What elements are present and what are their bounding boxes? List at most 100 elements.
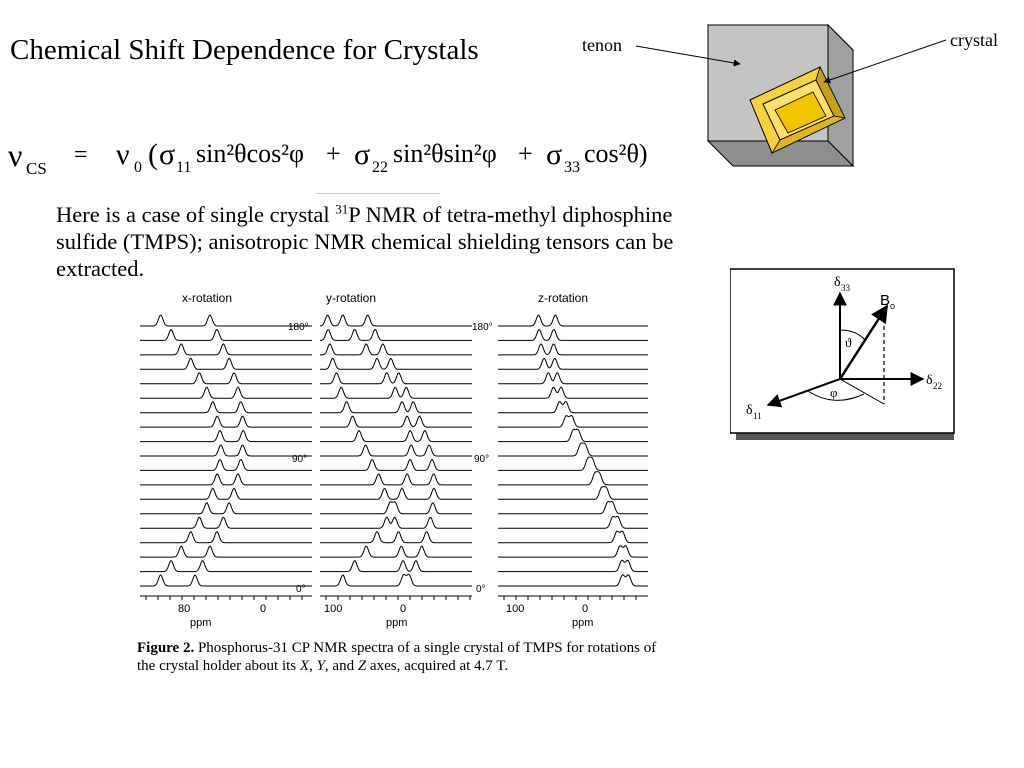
phi-arc: [807, 390, 865, 401]
spectrum-trace: [320, 328, 472, 341]
term1-trig: sin²θcos²φ: [196, 139, 304, 168]
b0-subscript: o: [890, 301, 895, 311]
spectrum-trace: [320, 573, 472, 587]
caption-axis-z: Z: [357, 658, 367, 674]
spectrum-trace: [140, 386, 312, 399]
open-paren: (: [148, 138, 158, 171]
spectrum-trace: [320, 473, 472, 486]
spectrum-trace: [498, 328, 648, 341]
chemical-shift-equation: ν CS = ν 0 ( σ 11 sin²θcos²φ + σ 22 sin²…: [8, 137, 648, 178]
panel-title: z-rotation: [538, 291, 588, 305]
tick-label: 100: [506, 603, 524, 615]
axis-label: ppm: [190, 617, 211, 629]
projection-base: [839, 378, 885, 405]
divider-line: [316, 193, 440, 194]
spectrum-trace: [140, 415, 312, 428]
spectrum-trace: [320, 444, 472, 457]
spectrum-trace: [140, 314, 312, 327]
spectrum-trace: [320, 372, 472, 385]
trace-group: [319, 314, 472, 587]
tick-marks: [145, 596, 303, 600]
spectrum-trace: [498, 500, 648, 515]
spectrum-trace: [320, 516, 472, 529]
spectrum-trace: [140, 429, 312, 443]
spectrum-trace: [498, 545, 648, 558]
spectrum-trace: [498, 530, 648, 544]
term2-trig: sin²θsin²φ: [393, 139, 497, 168]
delta11-label: δ: [746, 403, 753, 418]
spectrum-trace: [498, 357, 648, 370]
spectrum-trace: [498, 428, 648, 443]
equals-sign: =: [74, 142, 88, 168]
axis-label: ppm: [572, 617, 593, 629]
sigma11-symbol: σ: [159, 138, 175, 171]
trace-group: [498, 314, 648, 587]
spectrum-trace: [320, 429, 472, 443]
slide-title: Chemical Shift Dependence for Crystals: [10, 34, 479, 66]
plus-sign-2: +: [518, 139, 533, 168]
spectrum-trace: [140, 328, 312, 341]
tick-label: 0: [260, 603, 266, 615]
spectrum-trace: [498, 456, 648, 471]
theta-arc: [839, 329, 866, 341]
spectrum-trace: [320, 559, 472, 573]
plus-sign-1: +: [326, 139, 341, 168]
spectrum-trace: [140, 357, 312, 370]
spectrum-trace: [498, 372, 648, 385]
angle-label: 0°: [296, 584, 306, 595]
spectrum-trace: [140, 473, 312, 486]
description-part1: Here is a case of single crystal: [56, 202, 336, 227]
caption-label: Figure 2.: [137, 640, 195, 656]
crystal-tenon-diagram: tenon crystal: [582, 23, 998, 168]
spectrum-trace: [140, 401, 312, 414]
sigma22-subscript: 22: [372, 159, 388, 176]
theta-label: ϑ: [845, 335, 852, 350]
phi-label: φ: [830, 385, 838, 400]
spectrum-trace: [498, 314, 648, 327]
spectrum-trace: [320, 400, 472, 414]
crystal-label: crystal: [950, 30, 998, 50]
angle-label: 180°: [472, 322, 493, 333]
sigma22-symbol: σ: [354, 138, 370, 171]
spectrum-trace: [140, 559, 312, 573]
spectrum-trace: [140, 574, 312, 587]
spectrum-trace: [498, 574, 648, 587]
tick-marks: [325, 596, 471, 600]
spectrum-trace: [140, 545, 312, 558]
nu-cs-subscript: CS: [26, 159, 47, 178]
spectrum-trace: [498, 471, 648, 486]
spectrum-trace: [320, 458, 472, 471]
caption-axis-x: X: [299, 658, 310, 674]
spectrum-trace: [498, 414, 648, 428]
spectrum-trace: [320, 501, 472, 515]
spectrum-trace: [140, 502, 312, 515]
delta33-subscript: 33: [841, 283, 851, 293]
angle-label: 90°: [292, 454, 307, 465]
spectrum-trace: [498, 515, 648, 529]
sigma33-subscript: 33: [564, 159, 580, 176]
delta11-axis: [766, 378, 841, 408]
spectrum-trace: [140, 372, 312, 385]
tick-label: 0: [582, 603, 588, 615]
axis-label: ppm: [386, 617, 407, 629]
spectrum-trace: [320, 343, 472, 356]
spectrum-trace: [320, 415, 472, 428]
description-part2: P NMR of tetra-methyl diphosphine sulfid…: [56, 202, 674, 281]
spectrum-trace: [498, 343, 648, 356]
spectrum-trace: [140, 531, 312, 544]
caption-text-b: axes, acquired at 4.7 T.: [366, 658, 509, 674]
nmr-spectra-figure: x-rotation 80 0 ppm 180° 90° 0° y-rotati…: [140, 291, 648, 629]
tick-label: 100: [324, 603, 342, 615]
panel-y-rotation: y-rotation 100 0 ppm 180° 90° 0°: [319, 291, 493, 629]
caption-axis-y: Y: [316, 658, 325, 674]
sigma33-symbol: σ: [546, 138, 562, 171]
panel-z-rotation: z-rotation 100 0 ppm: [498, 291, 648, 629]
spectrum-trace: [140, 343, 312, 356]
spectrum-trace: [498, 559, 648, 573]
angle-label: 90°: [474, 454, 489, 465]
b0-vector: [838, 304, 889, 380]
spectrum-trace: [320, 386, 472, 399]
b0-label: B: [880, 292, 890, 309]
spectrum-trace: [140, 458, 312, 471]
panel-title: x-rotation: [182, 291, 232, 305]
